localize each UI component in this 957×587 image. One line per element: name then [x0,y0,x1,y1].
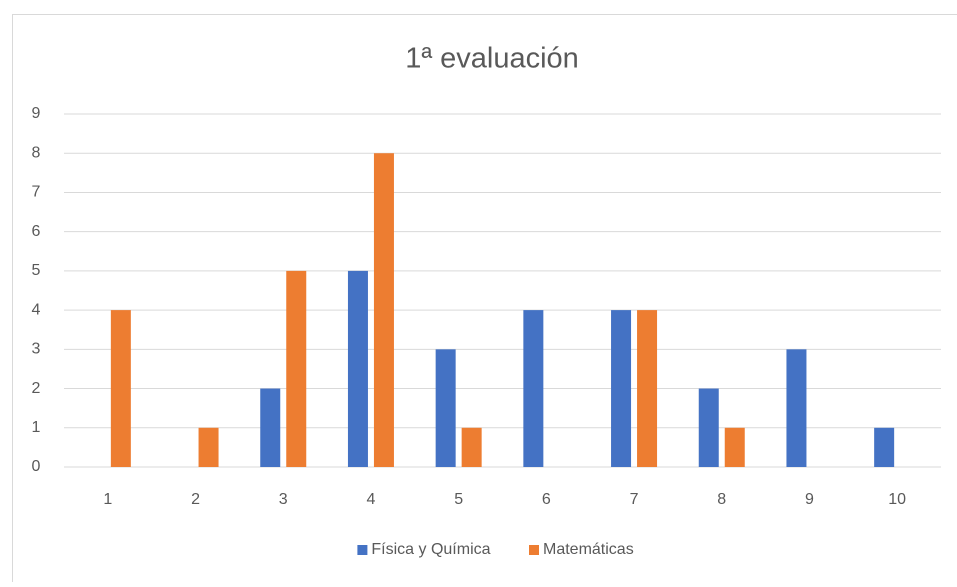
bar [199,428,219,467]
x-tick-label: 9 [805,491,814,508]
x-tick-label: 2 [191,491,200,508]
legend-swatch [357,545,367,555]
bar [286,271,306,467]
bar [348,271,368,467]
y-tick-label: 0 [32,458,41,475]
chart-border [13,15,957,583]
bar [611,310,631,467]
bar [462,428,482,467]
y-tick-label: 9 [32,105,41,122]
x-tick-label: 10 [888,491,906,508]
legend-swatch [529,545,539,555]
bar [786,349,806,467]
legend-label: Física y Química [371,541,490,558]
x-tick-label: 1 [103,491,112,508]
bar [523,310,543,467]
x-tick-label: 8 [717,491,726,508]
bar [699,389,719,467]
bar [725,428,745,467]
y-tick-label: 5 [32,262,41,279]
bar [260,389,280,467]
y-tick-label: 1 [32,419,41,436]
y-tick-label: 7 [32,184,41,201]
bar [374,153,394,467]
x-tick-label: 6 [542,491,551,508]
y-tick-label: 2 [32,380,41,397]
bar [874,428,894,467]
x-tick-label: 5 [454,491,463,508]
legend-label: Matemáticas [543,541,634,558]
bar [436,349,456,467]
y-tick-label: 4 [32,301,41,318]
bar [111,310,131,467]
bar [637,310,657,467]
x-tick-label: 4 [366,491,375,508]
y-tick-label: 6 [32,223,41,240]
y-tick-label: 3 [32,341,41,358]
x-tick-label: 7 [630,491,639,508]
x-tick-label: 3 [279,491,288,508]
chart-title: 1ª evaluación [405,43,579,75]
y-tick-label: 8 [32,144,41,161]
